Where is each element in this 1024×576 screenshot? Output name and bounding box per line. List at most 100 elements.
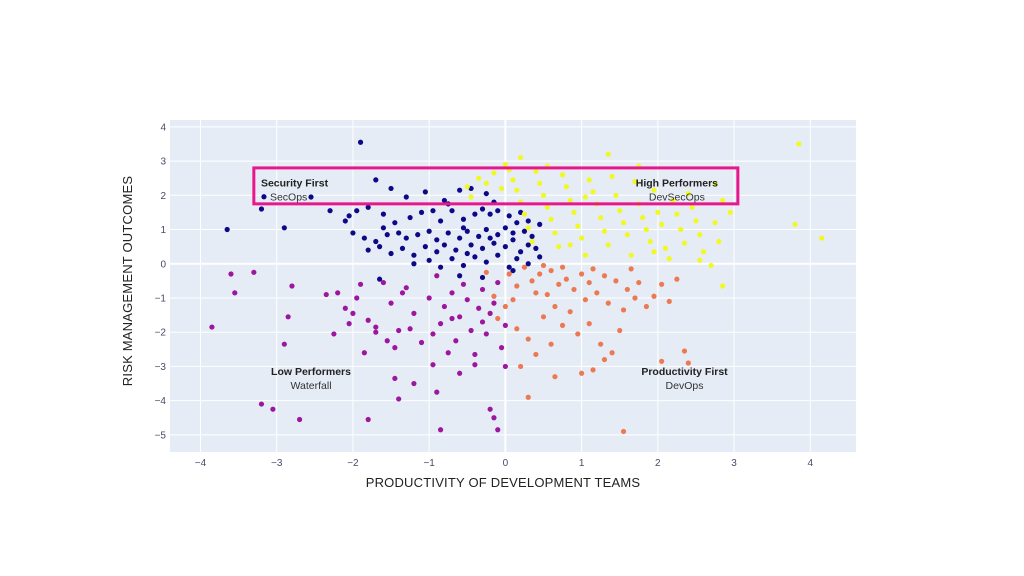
data-point: [685, 360, 691, 366]
y-tick-label: 3: [160, 157, 166, 168]
data-point: [605, 151, 611, 157]
data-point: [407, 214, 413, 221]
data-point: [495, 232, 501, 238]
data-point: [540, 192, 547, 198]
data-point: [689, 204, 695, 210]
data-point: [674, 211, 680, 217]
data-point: [681, 240, 688, 246]
x-tick-label: 1: [579, 458, 585, 469]
data-point: [712, 180, 718, 186]
data-point: [620, 220, 627, 226]
data-point: [712, 220, 718, 226]
data-point: [373, 238, 379, 245]
data-point: [258, 401, 265, 407]
data-point: [510, 230, 516, 236]
quadrant-annotations: Security First SecOps High Performers DevSe…: [261, 178, 728, 392]
data-point: [354, 208, 360, 214]
data-point: [502, 225, 508, 231]
data-point: [620, 307, 627, 313]
data-point: [525, 261, 531, 267]
data-point: [586, 321, 592, 327]
data-point: [331, 331, 337, 337]
data-point: [506, 264, 512, 270]
data-point: [346, 213, 352, 219]
data-point: [514, 283, 520, 289]
data-point: [457, 273, 463, 279]
data-point: [510, 177, 516, 183]
data-point: [540, 314, 547, 320]
data-point: [457, 235, 463, 241]
data-point: [518, 155, 524, 161]
data-point: [567, 309, 573, 315]
data-point: [476, 305, 482, 311]
data-point: [479, 274, 486, 281]
data-point: [411, 261, 417, 267]
data-point: [598, 341, 604, 347]
data-point: [483, 190, 489, 197]
data-point: [552, 230, 558, 236]
data-point: [323, 291, 329, 298]
data-point: [403, 285, 409, 291]
data-point: [464, 297, 470, 303]
data-point: [392, 345, 398, 351]
data-point: [346, 321, 352, 327]
data-point: [426, 228, 432, 234]
data-point: [590, 367, 596, 373]
data-point: [434, 273, 440, 279]
data-point: [651, 187, 657, 193]
data-point: [468, 242, 474, 248]
y-tick-label: −1: [155, 293, 167, 304]
tick-labels: −4 −3 −2 −1 0 1 2 3 4 −5 −4 −3 −2 −1 0 1 2 3 4: [155, 122, 814, 469]
data-point: [582, 297, 589, 303]
data-point: [533, 168, 539, 174]
data-point: [495, 279, 501, 286]
data-point: [388, 300, 394, 306]
data-point: [540, 262, 547, 269]
data-point: [251, 269, 257, 275]
data-point: [624, 232, 630, 238]
data-point: [510, 267, 516, 274]
data-point: [426, 295, 432, 301]
data-point: [495, 315, 501, 322]
data-point: [601, 273, 608, 279]
data-point: [350, 230, 356, 236]
data-point: [590, 189, 596, 195]
data-point: [559, 322, 566, 328]
data-point: [357, 139, 364, 145]
data-point: [380, 211, 387, 217]
data-point: [460, 225, 467, 231]
data-point: [396, 327, 402, 334]
data-point: [529, 278, 535, 284]
data-point: [548, 341, 554, 347]
data-point: [514, 326, 520, 332]
legend-marker: [261, 194, 267, 200]
data-point: [430, 208, 436, 214]
data-point: [437, 321, 444, 327]
data-point: [418, 209, 425, 216]
data-point: [491, 170, 497, 176]
data-point: [548, 216, 554, 222]
x-tick-label: 4: [807, 458, 813, 469]
data-point: [521, 211, 528, 217]
data-point: [559, 172, 566, 178]
data-point: [685, 190, 691, 197]
data-point: [552, 303, 558, 310]
data-point: [697, 232, 703, 238]
data-point: [529, 238, 535, 245]
data-point: [430, 331, 436, 337]
data-point: [659, 358, 665, 364]
data-point: [647, 238, 653, 245]
data-point: [605, 242, 611, 248]
data-point: [525, 336, 531, 342]
data-point: [601, 228, 608, 234]
data-point: [502, 303, 508, 310]
data-point: [415, 232, 421, 238]
data-point: [617, 327, 623, 334]
data-point: [582, 252, 589, 258]
data-point: [281, 225, 287, 231]
annotation-title: Low Performers: [271, 366, 351, 378]
data-point: [422, 189, 428, 195]
data-point: [556, 244, 562, 250]
data-point: [617, 208, 623, 214]
data-point: [594, 290, 600, 296]
